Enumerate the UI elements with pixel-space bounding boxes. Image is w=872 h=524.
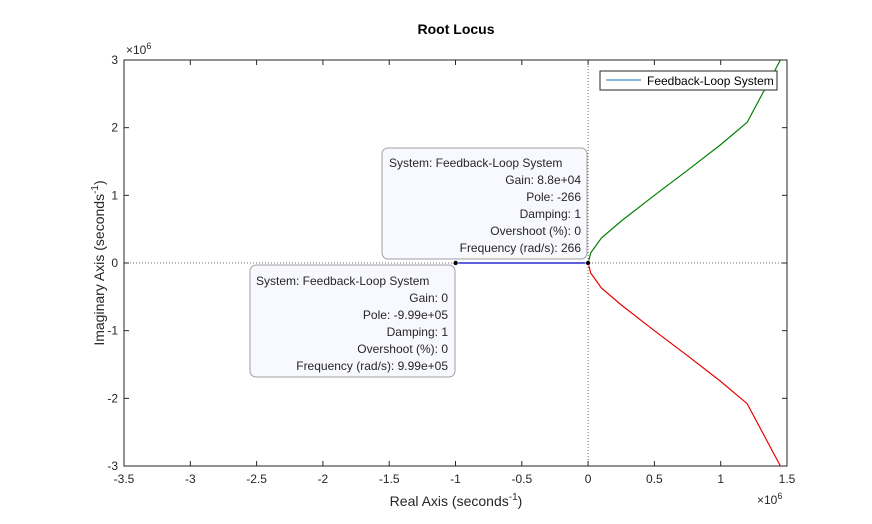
y-tick-label: -3: [107, 459, 118, 473]
legend-label: Feedback-Loop System: [647, 74, 774, 88]
x-ticks: -3.5 -3 -2.5 -2 -1.5 -1 -0.5 0 0.5 1 1.5: [114, 60, 796, 486]
x-axis-label: Real Axis (seconds-1): [390, 492, 523, 509]
x-tick-label: 0: [585, 472, 592, 486]
y-ticks: -3 -2 -1 0 1 2 3: [107, 53, 787, 473]
x-tick-label: -3: [185, 472, 196, 486]
datatip-line: Damping: 1: [387, 325, 449, 339]
datatip-marker[interactable]: [452, 260, 459, 266]
x-tick-label: 1.5: [779, 472, 796, 486]
y-tick-label: -1: [107, 324, 118, 338]
y-exponent-label: ×106: [126, 41, 151, 57]
locus-branch-1: [587, 59, 781, 264]
x-tick-label: 0.5: [646, 472, 663, 486]
datatip-box: [381, 147, 588, 260]
y-tick-label: 1: [111, 188, 118, 202]
datatip-line: Frequency (rad/s): 9.99e+05: [296, 359, 448, 373]
series-layer: [455, 59, 781, 467]
datatip-line: System: Feedback-Loop System: [256, 274, 429, 288]
x-tick-label: -2.5: [246, 472, 267, 486]
x-tick-label: -0.5: [511, 472, 532, 486]
x-tick-label: -1: [450, 472, 461, 486]
datatip-line: Damping: 1: [520, 207, 582, 221]
y-axis-label: Imaginary Axis (seconds-1): [90, 180, 107, 345]
y-tick-label: 2: [111, 121, 118, 135]
chart-title: Root Locus: [418, 21, 495, 37]
y-tick-label: -2: [107, 391, 118, 405]
datatip-marker[interactable]: [585, 260, 591, 266]
y-tick-label: 3: [111, 53, 118, 67]
datatip-line: Overshoot (%): 0: [490, 224, 581, 238]
x-tick-label: 1: [717, 472, 724, 486]
x-tick-label: -1.5: [379, 472, 400, 486]
datatip-markers: [452, 260, 591, 266]
datatip-line: Pole: -9.99e+05: [363, 308, 448, 322]
y-tick-label: 0: [111, 256, 118, 270]
datatip-pole-9.99e05[interactable]: System: Feedback-Loop System Gain: 0 Pol…: [249, 264, 456, 378]
datatip-line: System: Feedback-Loop System: [389, 156, 562, 170]
legend[interactable]: Feedback-Loop System: [599, 70, 778, 91]
datatip-line: Overshoot (%): 0: [357, 342, 448, 356]
datatip-line: Gain: 8.8e+04: [505, 173, 581, 187]
locus-branch-2: [587, 262, 781, 467]
legend-box: [599, 70, 778, 91]
x-exponent-label: ×106: [757, 491, 782, 507]
datatip-line: Gain: 0: [409, 291, 448, 305]
datatip-line: Frequency (rad/s): 266: [460, 241, 582, 255]
x-tick-label: -3.5: [114, 472, 135, 486]
datatip-pole-266[interactable]: System: Feedback-Loop System Gain: 8.8e+…: [381, 147, 588, 260]
datatip-box: [249, 264, 456, 378]
datatip-line: Pole: -266: [526, 190, 581, 204]
x-tick-label: -2: [318, 472, 329, 486]
